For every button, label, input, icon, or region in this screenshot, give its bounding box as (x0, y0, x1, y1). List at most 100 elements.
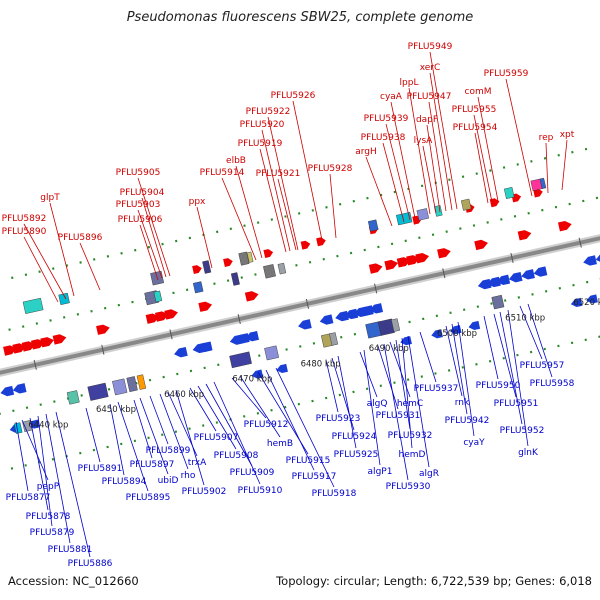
bottom-gene-label: PFLU5902 (182, 487, 227, 497)
bottom-gene-label: PFLU5886 (68, 559, 113, 569)
scale-tick-label: 6450 kbp (96, 405, 136, 415)
top-gene-label: PFLU5914 (200, 168, 245, 178)
top-gene-label: PFLU5890 (2, 227, 47, 237)
bottom-gene-leader (239, 375, 281, 438)
top-gene-leader (221, 177, 257, 261)
scale-tick (33, 359, 37, 370)
forward-gene-arrow (316, 237, 326, 247)
top-gene-label: PFLU5959 (484, 69, 529, 79)
bottom-gene-leader (383, 343, 409, 481)
bottom-gene-leader (85, 407, 101, 463)
gene-box (153, 290, 163, 303)
bottom-gene-label: hemD (399, 450, 426, 460)
bottom-gene-label: PFLU5899 (146, 446, 191, 456)
bottom-gene-leader (419, 331, 437, 383)
top-gene-leader (473, 114, 493, 203)
reverse-gene-arrow (12, 383, 27, 394)
forward-gene-arrow (474, 239, 488, 251)
bottom-gene-leader (519, 305, 543, 360)
top-gene-label: PFLU5939 (364, 114, 409, 124)
bottom-gene-label: PFLU5895 (126, 493, 171, 503)
bottom-gene-label: PFLU5877 (6, 493, 51, 503)
bottom-gene-leader (407, 335, 430, 468)
reverse-gene-arrow (369, 303, 384, 314)
bottom-gene-label: PFLU5937 (414, 384, 459, 394)
top-gene-label: argH (355, 147, 377, 157)
forward-gene-arrow (557, 220, 572, 232)
bottom-gene-leader (55, 411, 91, 558)
reverse-gene-arrow (595, 252, 600, 263)
bottom-gene-leader (189, 387, 217, 432)
reverse-gene-arrow (276, 363, 288, 374)
top-gene-label: PFLU5896 (58, 233, 103, 243)
bottom-gene-label: PFLU5952 (500, 426, 545, 436)
top-gene-label: PFLU5919 (238, 139, 283, 149)
gene-box (66, 390, 80, 405)
bottom-gene-label: PFLU5881 (48, 545, 93, 555)
gene-box (87, 382, 109, 401)
reverse-gene-arrow (468, 320, 481, 331)
reverse-gene-arrow (198, 341, 213, 352)
top-gene-leader (385, 123, 411, 221)
gene-box (238, 251, 250, 266)
top-gene-leader (561, 139, 568, 191)
forward-gene-arrow (52, 334, 67, 345)
top-gene-leader (422, 145, 437, 214)
reverse-gene-arrow (487, 276, 501, 288)
top-gene-label: PFLU5928 (308, 164, 353, 174)
top-gene-leader (365, 156, 393, 227)
top-gene-leader (474, 132, 489, 204)
reverse-gene-arrow (583, 255, 597, 266)
top-gene-leader (79, 242, 101, 291)
forward-gene-arrow (533, 188, 543, 198)
bottom-gene-leader (483, 315, 499, 380)
gene-box (192, 281, 204, 294)
bottom-gene-leader (401, 337, 413, 449)
bottom-gene-leader (507, 309, 529, 447)
reverse-gene-arrow (508, 271, 523, 283)
bottom-gene-label: PFLU5957 (520, 361, 565, 371)
gene-box (396, 211, 413, 226)
top-gene-label: PFLU5955 (452, 105, 497, 115)
bottom-gene-leader (213, 381, 261, 485)
top-gene-leader (23, 223, 67, 300)
bottom-gene-label: PFLU5894 (102, 477, 147, 487)
accession-label: Accession: NC_012660 (8, 574, 139, 588)
top-gene-leader (505, 78, 533, 197)
gene-box (416, 208, 430, 221)
bottom-gene-label: PFLU5879 (30, 528, 75, 538)
bottom-gene-leader (159, 393, 189, 470)
bottom-gene-label: PFLU5950 (476, 381, 521, 391)
gene-box (202, 260, 212, 274)
forward-gene-arrow (489, 198, 500, 208)
forward-gene-arrow (415, 252, 430, 264)
bottom-gene-leader (359, 351, 378, 398)
bottom-gene-label: PFLU5942 (445, 416, 490, 426)
bottom-gene-label: PFLU5909 (230, 468, 275, 478)
top-gene-label: lppL (400, 78, 419, 88)
bottom-gene-leader (29, 417, 49, 511)
bottom-gene-label: algR (419, 469, 439, 479)
bottom-gene-leader (325, 359, 339, 413)
gene-box (491, 294, 505, 310)
top-gene-label: PFLU5954 (453, 123, 498, 133)
bottom-gene-leader (451, 323, 468, 415)
bottom-gene-leader (175, 389, 205, 486)
bottom-gene-leader (139, 397, 169, 475)
bottom-gene-leader (445, 325, 463, 397)
bottom-gene-label: PFLU5915 (286, 456, 331, 466)
top-gene-label: PFLU5906 (118, 215, 163, 225)
bottom-gene-leader (231, 377, 267, 419)
bottom-gene-label: PFLU5930 (386, 482, 431, 492)
bottom-gene-label: PFLU5932 (388, 431, 433, 441)
top-gene-leader (23, 236, 59, 303)
top-gene-label: PFLU5938 (361, 133, 406, 143)
forward-gene-arrow (198, 301, 213, 312)
forward-gene-arrow (164, 309, 178, 320)
bottom-gene-label: PFLU5910 (238, 486, 283, 496)
scale-tick (237, 314, 241, 325)
bottom-gene-label: PFLU5917 (292, 472, 337, 482)
bottom-gene-label: PFLU5878 (26, 512, 71, 522)
